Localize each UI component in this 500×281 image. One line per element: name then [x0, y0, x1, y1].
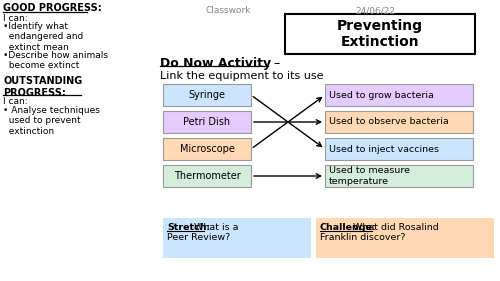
Text: Microscope: Microscope: [180, 144, 234, 154]
Text: Syringe: Syringe: [188, 90, 226, 100]
FancyBboxPatch shape: [163, 111, 251, 133]
Text: •Identify what
  endangered and
  extinct mean: •Identify what endangered and extinct me…: [3, 22, 83, 52]
Text: What is a
Peer Review?: What is a Peer Review?: [167, 223, 238, 243]
Text: GOOD PROGRESS:: GOOD PROGRESS:: [3, 3, 102, 13]
Text: Thermometer: Thermometer: [174, 171, 240, 181]
Text: Preventing
Extinction: Preventing Extinction: [337, 19, 423, 49]
Text: 24/06/22: 24/06/22: [355, 6, 395, 15]
Text: –: –: [270, 57, 280, 70]
Text: Classwork: Classwork: [205, 6, 250, 15]
FancyBboxPatch shape: [316, 218, 494, 258]
Text: Used to observe bacteria: Used to observe bacteria: [329, 117, 449, 126]
Text: Stretch:: Stretch:: [167, 223, 210, 232]
FancyBboxPatch shape: [163, 218, 311, 258]
FancyBboxPatch shape: [163, 84, 251, 106]
Text: Used to grow bacteria: Used to grow bacteria: [329, 90, 434, 99]
Text: Used to measure
temperature: Used to measure temperature: [329, 166, 410, 186]
Text: •Describe how animals
  become extinct: •Describe how animals become extinct: [3, 51, 108, 71]
Text: Link the equipment to its use: Link the equipment to its use: [160, 71, 324, 81]
FancyBboxPatch shape: [325, 138, 473, 160]
Text: Petri Dish: Petri Dish: [184, 117, 230, 127]
FancyBboxPatch shape: [325, 165, 473, 187]
FancyBboxPatch shape: [325, 84, 473, 106]
Text: I can:: I can:: [3, 97, 28, 106]
FancyBboxPatch shape: [163, 138, 251, 160]
Text: Do Now Activity: Do Now Activity: [160, 57, 271, 70]
Text: OUTSTANDING
PROGRESS:: OUTSTANDING PROGRESS:: [3, 76, 82, 98]
Text: I can:: I can:: [3, 14, 28, 23]
Text: Used to inject vaccines: Used to inject vaccines: [329, 144, 439, 153]
FancyBboxPatch shape: [325, 111, 473, 133]
FancyBboxPatch shape: [285, 14, 475, 54]
Text: What did Rosalind
Franklin discover?: What did Rosalind Franklin discover?: [320, 223, 439, 243]
Text: • Analyse techniques
  used to prevent
  extinction: • Analyse techniques used to prevent ext…: [3, 106, 100, 136]
Text: Challenge:: Challenge:: [320, 223, 376, 232]
FancyBboxPatch shape: [163, 165, 251, 187]
